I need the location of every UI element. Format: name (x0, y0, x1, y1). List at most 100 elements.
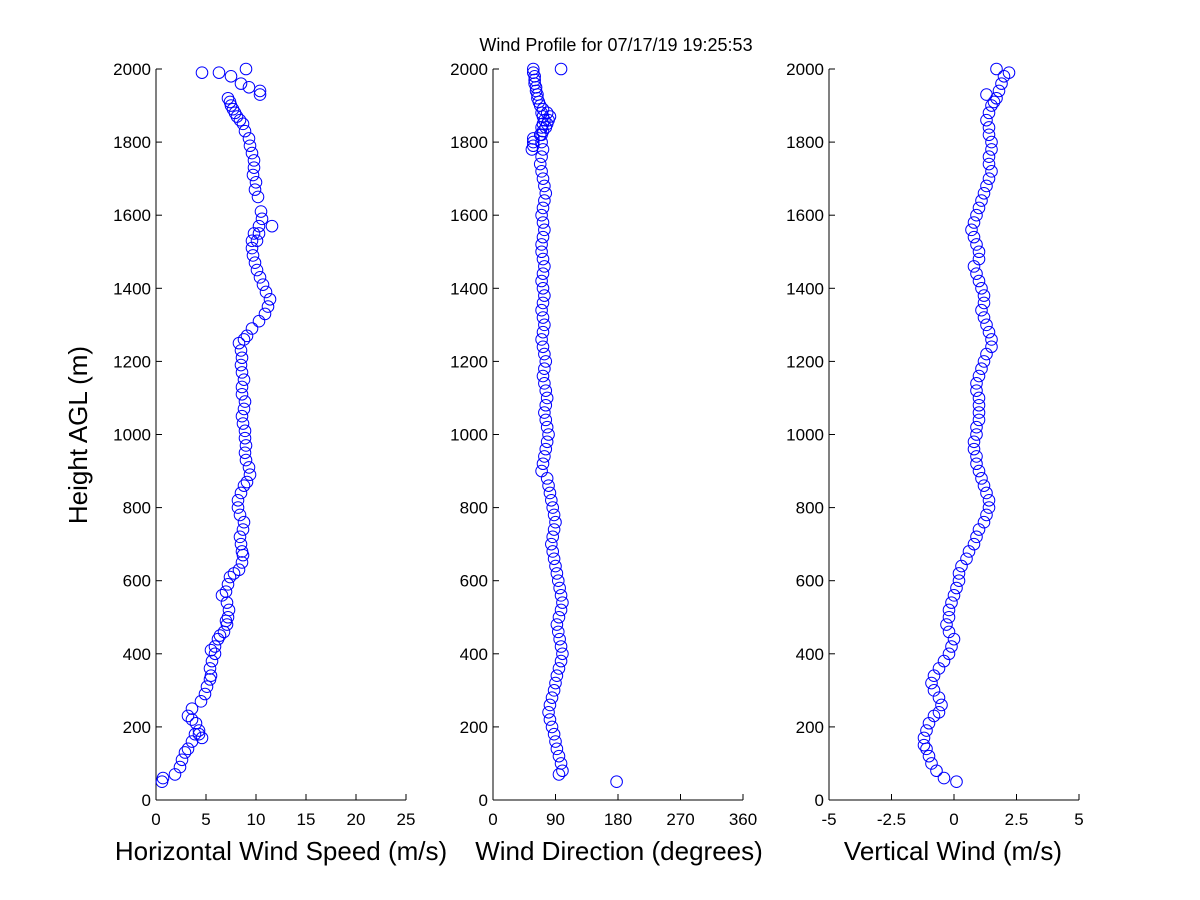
data-point (261, 300, 275, 313)
wind-direction-panel: 0 200 400 600 800 1000 1200 1400 1600 1800 2000 0 90… (450, 60, 757, 829)
data-point (970, 457, 983, 471)
data-point (980, 318, 993, 332)
data-point (238, 395, 252, 408)
data-point (203, 662, 217, 675)
data-point (972, 523, 986, 536)
data-point (248, 183, 262, 196)
data-point (982, 493, 996, 507)
y-tick-label: 200 (796, 718, 824, 737)
x-tick-label: 180 (604, 810, 632, 829)
data-point (980, 179, 993, 193)
x-tick-label: 270 (666, 810, 694, 829)
y-tick-label: 1400 (113, 279, 151, 298)
x-tick-label: 15 (297, 810, 316, 829)
data-point (967, 260, 981, 273)
data-point (945, 640, 958, 653)
data-point (556, 596, 569, 609)
data-point (547, 552, 561, 566)
data-point (987, 95, 1001, 109)
data-point (189, 716, 203, 730)
y-tick-label: 1200 (450, 352, 488, 371)
data-point (539, 442, 553, 456)
data-point (540, 106, 554, 120)
data-point (543, 110, 557, 123)
data-point (972, 201, 986, 215)
data-point (932, 691, 946, 704)
data-point (538, 289, 551, 302)
data-point (249, 176, 263, 189)
data-point (536, 124, 550, 138)
data-point (250, 234, 264, 248)
data-point (195, 66, 209, 79)
data-point (238, 424, 252, 438)
data-point (554, 654, 568, 668)
data-point (554, 757, 568, 770)
data-point (233, 113, 247, 127)
data-point (551, 625, 565, 639)
data-point (245, 241, 259, 255)
data-point (240, 475, 254, 489)
data-point (539, 398, 553, 412)
y-axis-label: Height AGL (m) (63, 346, 93, 524)
data-point (243, 139, 257, 153)
data-point (546, 545, 560, 558)
data-point (930, 764, 943, 778)
data-point (549, 515, 562, 529)
y-tick-label: 0 (142, 791, 151, 810)
data-point (549, 676, 562, 690)
data-point (922, 749, 936, 763)
data-point (536, 201, 550, 215)
x-tick-label: 5 (201, 810, 210, 829)
data-point (231, 501, 245, 514)
data-point (246, 249, 260, 262)
data-point (243, 468, 257, 482)
data-point (213, 629, 227, 642)
data-point (198, 687, 212, 701)
data-point (967, 435, 981, 449)
data-point (237, 333, 251, 346)
data-point (982, 501, 996, 514)
data-point (980, 347, 993, 361)
data-point (259, 285, 273, 299)
data-point (239, 439, 253, 452)
data-point (1002, 66, 1016, 79)
data-point (231, 493, 245, 507)
data-point (550, 567, 564, 580)
data-point (551, 574, 565, 588)
data-point (536, 216, 550, 229)
data-point (526, 132, 540, 145)
data-point (192, 724, 206, 737)
data-point (185, 702, 199, 715)
data-point (253, 88, 267, 101)
data-point (221, 91, 235, 105)
data-point (232, 563, 246, 577)
data-point (985, 340, 998, 354)
data-point (237, 402, 251, 416)
data-point (242, 80, 256, 94)
data-point (549, 559, 562, 573)
y-tick-label: 1000 (786, 426, 824, 445)
y-tick-label: 1800 (786, 133, 824, 152)
horizontal-wind-speed-xlabel: Horizontal Wind Speed (m/s) (115, 836, 447, 866)
y-tick-label: 1400 (786, 279, 824, 298)
data-point (542, 705, 555, 719)
vertical-wind-xlabel: Vertical Wind (m/s) (844, 836, 1062, 866)
y-tick-label: 400 (123, 645, 151, 664)
data-point (251, 190, 265, 204)
data-point (538, 179, 551, 193)
data-point (982, 150, 996, 164)
data-point (539, 186, 553, 200)
data-point (965, 223, 978, 237)
y-tick-label: 1000 (113, 426, 151, 445)
data-point (972, 398, 986, 412)
data-point (545, 537, 558, 551)
x-tick-label: -5 (821, 810, 836, 829)
data-point (536, 230, 550, 244)
data-point (940, 618, 953, 631)
data-point (975, 362, 988, 376)
data-point (536, 311, 550, 324)
data-point (535, 238, 548, 251)
data-point (235, 380, 249, 394)
data-point (942, 647, 956, 661)
